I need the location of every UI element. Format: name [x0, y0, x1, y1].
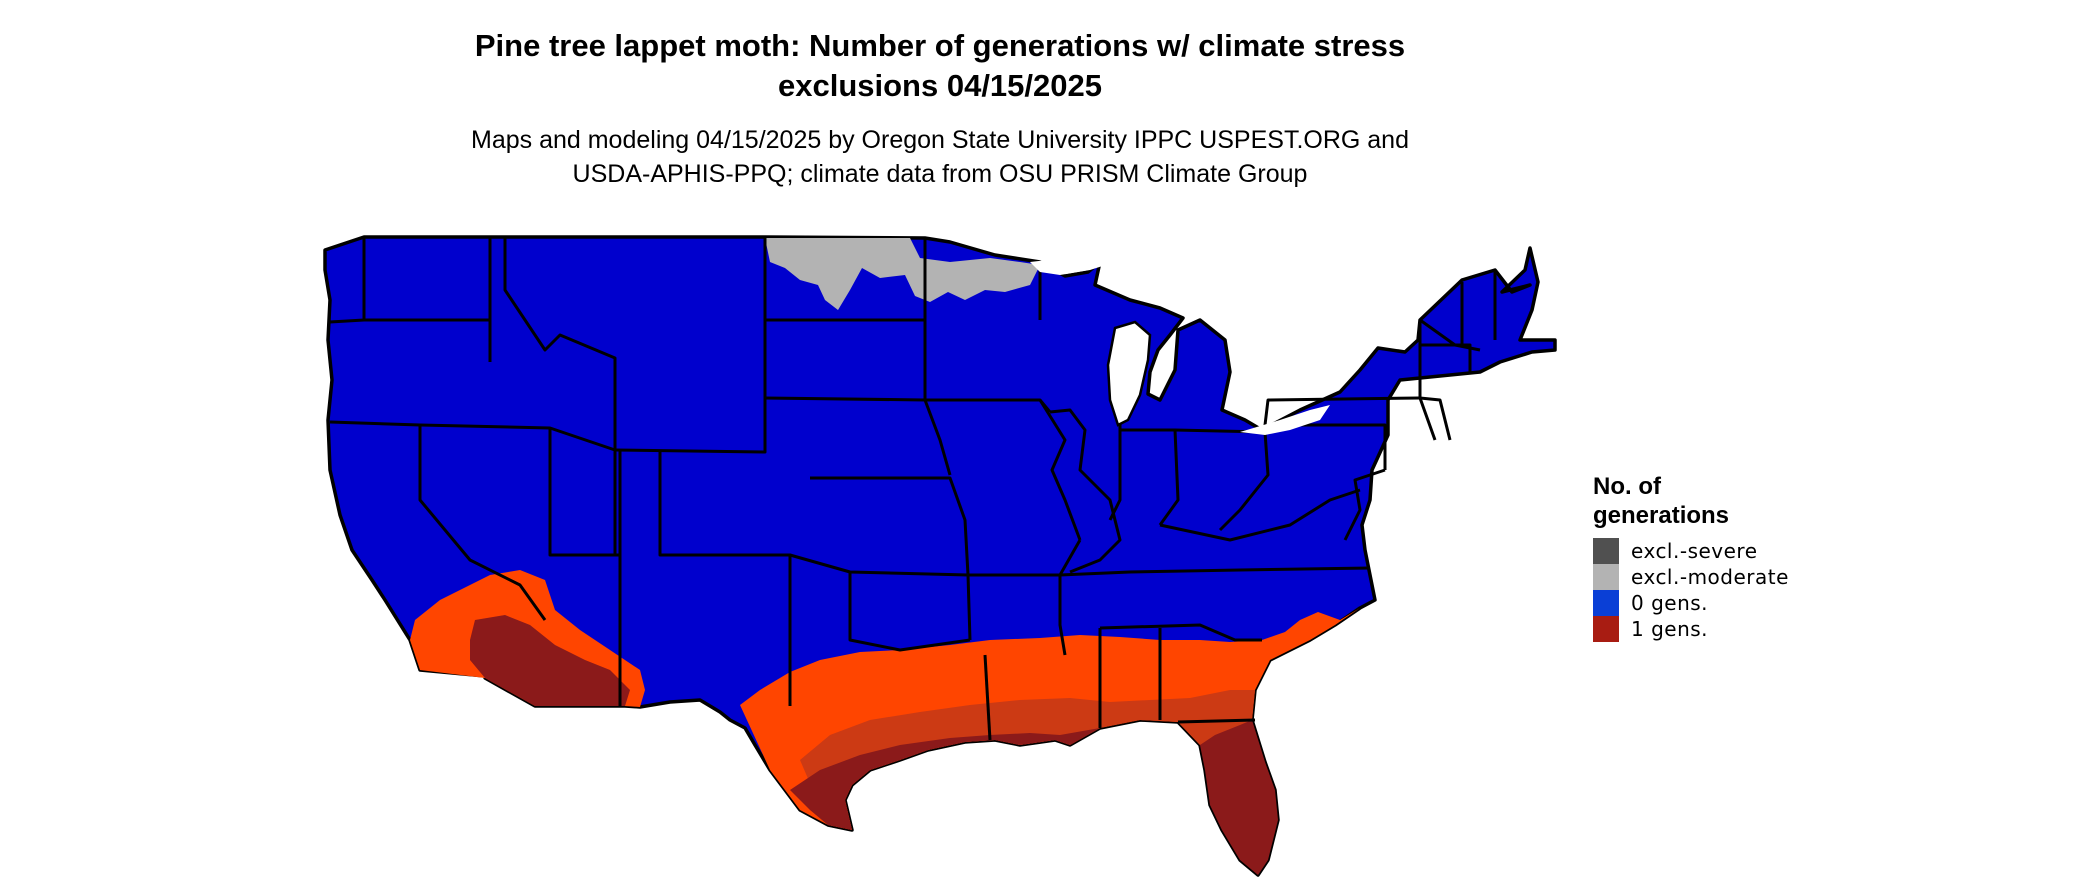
map-title-line-1: Pine tree lappet moth: Number of generat…: [474, 28, 1406, 63]
lake-superior-gap: [1030, 255, 1115, 275]
map-subtitle: Maps and modeling 04/15/2025 by Oregon S…: [330, 123, 1550, 191]
legend-label-excl-severe: excl.-severe: [1631, 539, 1758, 563]
legend-label-0-gens: 0 gens.: [1631, 591, 1709, 615]
legend-swatch-excl-severe: [1593, 538, 1619, 564]
map-title-line-2: exclusions 04/15/2025: [777, 68, 1102, 103]
state-borders: [329, 237, 1497, 741]
map-subtitle-line-2: USDA-APHIS-PPQ; climate data from OSU PR…: [572, 160, 1308, 188]
one-generation-dark-gulf: [790, 720, 1278, 875]
legend-label-1-gens: 1 gens.: [1631, 617, 1709, 641]
excluded-moderate-region: [765, 238, 1040, 310]
legend-item-0-gens: 0 gens.: [1593, 590, 1793, 616]
legend-title: No. of generations: [1593, 472, 1793, 530]
legend-title-line-2: generations: [1593, 502, 1730, 529]
map-title: Pine tree lappet moth: Number of generat…: [330, 26, 1550, 106]
legend-swatch-excl-moderate: [1593, 564, 1619, 590]
legend-item-excl-severe: excl.-severe: [1593, 538, 1793, 564]
legend-swatch-0-gens: [1593, 590, 1619, 616]
legend-item-excl-moderate: excl.-moderate: [1593, 564, 1793, 590]
one-generation-southwest-dark: [470, 615, 630, 706]
one-generation-mid-band: [800, 690, 1255, 830]
lake-michigan: [1106, 320, 1152, 427]
legend-label-excl-moderate: excl.-moderate: [1631, 565, 1789, 589]
map-legend: No. of generations excl.-severe excl.-mo…: [1593, 472, 1793, 642]
legend-swatch-1-gens: [1593, 616, 1619, 642]
legend-title-line-1: No. of: [1593, 473, 1661, 500]
map-subtitle-line-1: Maps and modeling 04/15/2025 by Oregon S…: [471, 126, 1409, 154]
contiguous-us-landmass: [323, 235, 1557, 877]
legend-item-1-gens: 1 gens.: [1593, 616, 1793, 642]
lake-erie-gap: [1240, 405, 1330, 435]
